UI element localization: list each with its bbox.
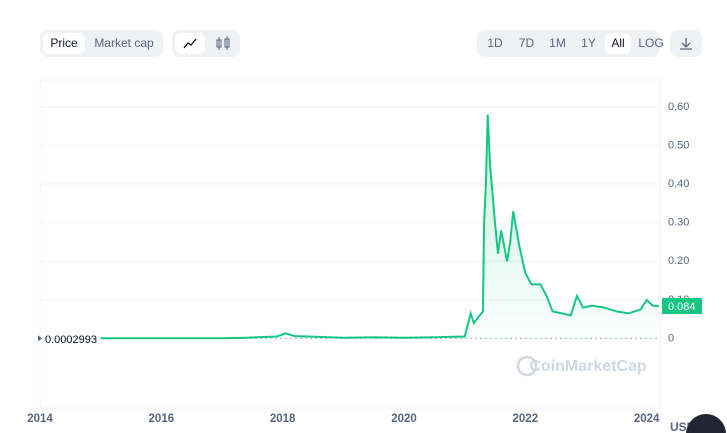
- candle-style-button[interactable]: [208, 33, 238, 54]
- price-line: [100, 114, 659, 340]
- plot-frame: [39, 79, 661, 409]
- watermark-logo: [516, 355, 538, 377]
- range-toggle: 1D 7D 1M 1Y All LOG: [477, 30, 664, 57]
- x-tick-label: 2018: [270, 413, 296, 425]
- y-tick-label: 0.10: [668, 294, 689, 306]
- watermark: CoinMarketCap: [529, 358, 647, 375]
- start-marker: [38, 335, 42, 342]
- scroll-button[interactable]: [686, 414, 726, 433]
- x-tick-label: 2020: [391, 413, 417, 425]
- line-icon: [183, 38, 197, 49]
- icon: [183, 38, 197, 49]
- x-tick-label: 2024: [634, 413, 660, 425]
- currency-label: USD: [670, 420, 696, 433]
- y-tick-label: 0: [668, 332, 674, 344]
- y-tick-label: 0.50: [668, 139, 689, 151]
- log-button[interactable]: LOG: [638, 36, 664, 50]
- price-area: [100, 114, 659, 339]
- x-tick-label: 2016: [149, 413, 175, 425]
- y-tick-label: 0.30: [668, 217, 689, 229]
- range-button[interactable]: 1Y: [581, 36, 596, 50]
- current-price-label: 0.084: [668, 301, 696, 313]
- start-price-label: 0.0002993: [45, 334, 97, 346]
- y-tick-label: 0.20: [668, 255, 689, 267]
- price-button[interactable]: Price: [43, 33, 85, 54]
- download-icon: [680, 38, 692, 50]
- y-tick-label: 0.60: [668, 101, 689, 113]
- range-button[interactable]: 7D: [518, 36, 535, 50]
- current-price-tag: [662, 298, 702, 315]
- y-tick-label: 0.40: [668, 178, 689, 190]
- download-button[interactable]: [670, 30, 702, 57]
- candle-icon: [216, 36, 230, 50]
- range-button[interactable]: 1M: [549, 36, 566, 50]
- x-tick-label: 2022: [513, 413, 539, 425]
- line-style-button[interactable]: [175, 33, 205, 54]
- chart-style-toggle: [172, 30, 240, 57]
- icon: [680, 38, 692, 50]
- metric-toggle: Price Market cap: [40, 30, 163, 57]
- range-button[interactable]: All: [605, 33, 631, 54]
- range-button[interactable]: 1D: [487, 36, 503, 50]
- market-cap-button[interactable]: Market cap: [94, 36, 154, 50]
- x-tick-label: 2014: [27, 413, 53, 425]
